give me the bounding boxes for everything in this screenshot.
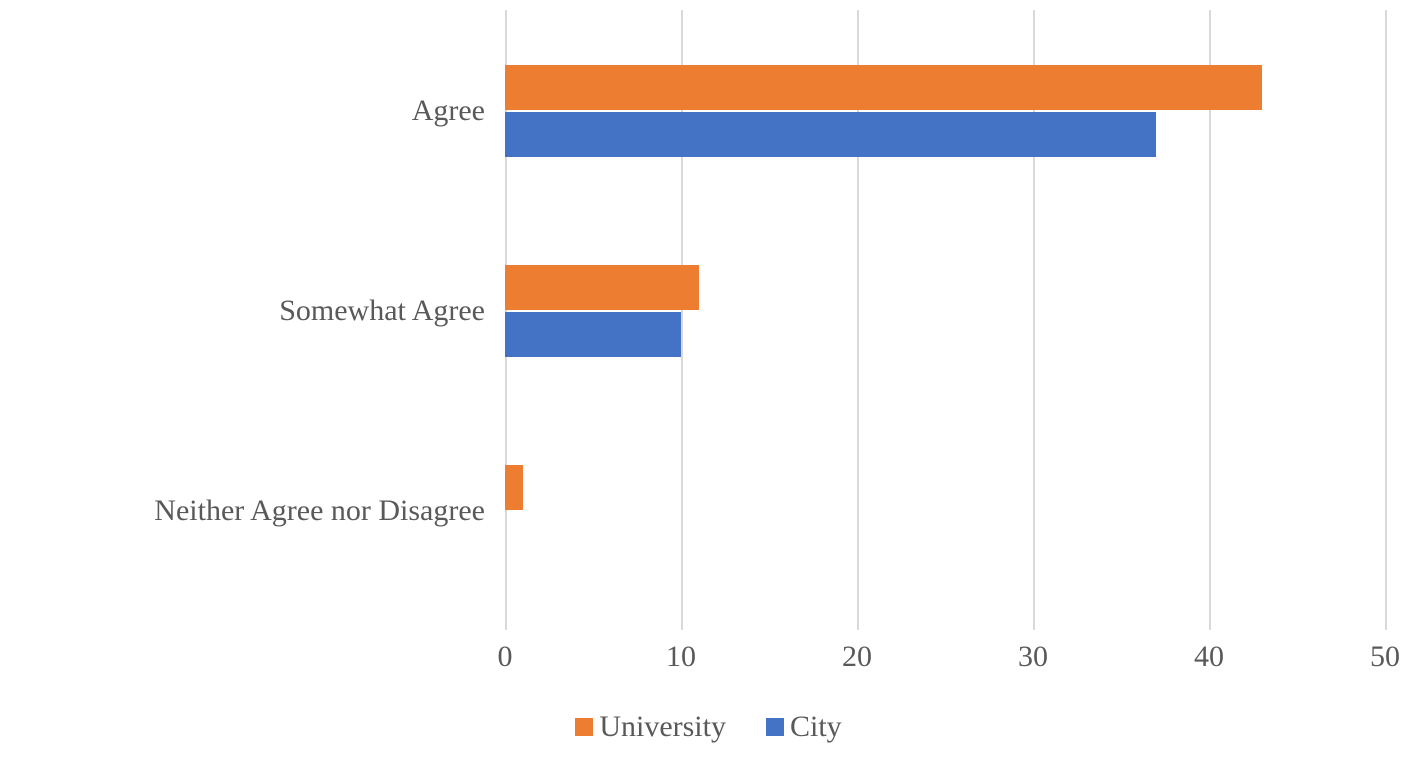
category-neither: Neither Agree nor Disagree bbox=[505, 465, 1385, 557]
xtick-label-10: 10 bbox=[666, 640, 696, 674]
legend-item-university: University bbox=[575, 710, 726, 744]
chart: 0 10 20 30 40 50 Agree Somewhat Agree Ne… bbox=[0, 0, 1417, 766]
bar-university-somewhat bbox=[505, 265, 699, 310]
legend: University City bbox=[0, 710, 1417, 744]
legend-label-university: University bbox=[599, 710, 726, 744]
category-label-neither: Neither Agree nor Disagree bbox=[154, 494, 505, 528]
category-label-agree: Agree bbox=[412, 94, 505, 128]
legend-swatch-university bbox=[575, 718, 593, 736]
xtick-label-50: 50 bbox=[1370, 640, 1400, 674]
legend-label-city: City bbox=[790, 710, 842, 744]
bar-university-agree bbox=[505, 65, 1262, 110]
bar-city-somewhat bbox=[505, 312, 681, 357]
category-somewhat-agree: Somewhat Agree bbox=[505, 265, 1385, 357]
gridline-50 bbox=[1385, 10, 1387, 630]
legend-item-city: City bbox=[766, 710, 842, 744]
plot-area: 0 10 20 30 40 50 Agree Somewhat Agree Ne… bbox=[505, 10, 1385, 630]
xtick-label-40: 40 bbox=[1194, 640, 1224, 674]
bar-university-neither bbox=[505, 465, 523, 510]
legend-swatch-city bbox=[766, 718, 784, 736]
bar-city-agree bbox=[505, 112, 1156, 157]
xtick-label-30: 30 bbox=[1018, 640, 1048, 674]
category-label-somewhat-agree: Somewhat Agree bbox=[279, 294, 505, 328]
xtick-label-0: 0 bbox=[498, 640, 513, 674]
category-agree: Agree bbox=[505, 65, 1385, 157]
xtick-label-20: 20 bbox=[842, 640, 872, 674]
